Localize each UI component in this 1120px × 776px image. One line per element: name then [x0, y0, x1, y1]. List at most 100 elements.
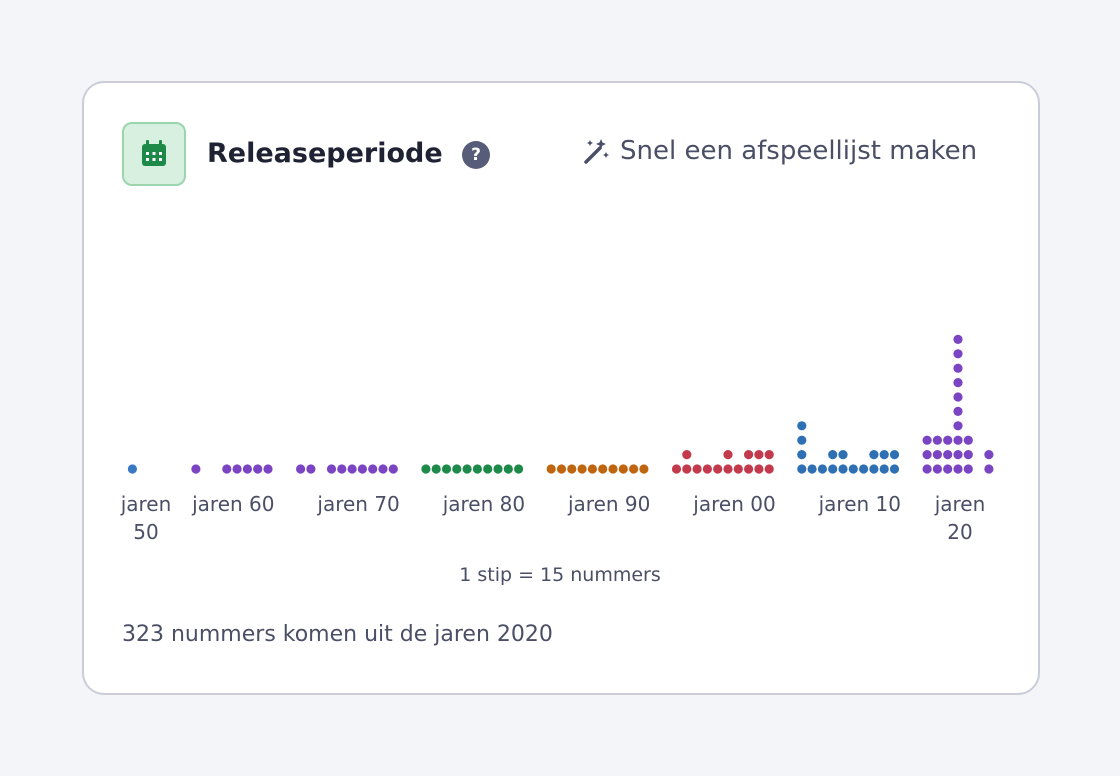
- dot: [587, 464, 598, 474]
- dot: [943, 435, 953, 445]
- wand-icon: [584, 139, 609, 164]
- dot: [337, 464, 347, 474]
- dot: [242, 464, 252, 474]
- dot: [838, 450, 848, 460]
- dot: [838, 464, 848, 474]
- dot: [869, 450, 879, 460]
- dot: [702, 464, 713, 474]
- dot: [692, 464, 702, 474]
- dot: [797, 464, 807, 474]
- x-tick-label: jaren 20: [934, 492, 986, 544]
- dot: [859, 464, 869, 474]
- dot: [953, 349, 963, 359]
- dot: [483, 464, 493, 474]
- x-tick-label: jaren 90: [567, 492, 651, 516]
- summary: 323 nummers komen uit de jaren 2020: [122, 622, 553, 647]
- dot: [546, 464, 556, 474]
- dot: [963, 450, 973, 460]
- dot: [953, 406, 963, 416]
- dot: [326, 464, 337, 474]
- dot: [817, 464, 828, 474]
- dot: [378, 464, 388, 474]
- dot: [932, 464, 943, 474]
- dot: [682, 464, 692, 474]
- dot: [723, 464, 733, 474]
- dot: [879, 450, 889, 460]
- dot: [953, 334, 963, 344]
- dot: [723, 450, 733, 460]
- card-title: Releaseperiode: [207, 138, 443, 169]
- dot: [922, 435, 932, 445]
- dot: [984, 464, 994, 474]
- dot: [421, 464, 431, 474]
- dot: [127, 464, 137, 474]
- dot: [953, 450, 963, 460]
- dot: [388, 464, 398, 474]
- dot: [922, 464, 932, 474]
- dot: [618, 464, 628, 474]
- dot: [452, 464, 462, 474]
- dot: [879, 464, 889, 474]
- dot: [556, 464, 567, 474]
- dot: [932, 435, 943, 445]
- dot: [472, 464, 482, 474]
- dot: [296, 464, 306, 474]
- dot: [462, 464, 472, 474]
- help-button[interactable]: ?: [462, 141, 490, 169]
- dot: [889, 450, 900, 460]
- dot: [493, 464, 503, 474]
- dot: [932, 450, 943, 460]
- playlist-button[interactable]: Snel een afspeellijst maken: [582, 136, 977, 166]
- dot: [889, 464, 900, 474]
- x-tick-label: jaren 80: [442, 492, 526, 516]
- dot: [639, 464, 649, 474]
- dot: [514, 464, 524, 474]
- dot: [431, 464, 441, 474]
- dot: [828, 450, 838, 460]
- dot: [807, 464, 817, 474]
- card: [82, 81, 1040, 695]
- x-tick-label: jaren 60: [192, 492, 275, 516]
- dot: [922, 450, 932, 460]
- dot: [754, 450, 764, 460]
- dot: [306, 464, 316, 474]
- dot: [263, 464, 273, 474]
- dot: [598, 464, 608, 474]
- dot: [953, 363, 963, 373]
- dot: [963, 464, 973, 474]
- dot: [848, 464, 858, 474]
- action-label: Snel een afspeellijst maken: [620, 136, 978, 166]
- x-tick-label: jaren 70: [317, 492, 400, 516]
- dot: [744, 450, 754, 460]
- dot: [744, 464, 754, 474]
- x-tick-label: jaren 50: [120, 492, 172, 544]
- dot: [963, 435, 973, 445]
- dot: [232, 464, 242, 474]
- dot-legend: 1 stip = 15 nummers: [459, 564, 661, 586]
- dot: [754, 464, 764, 474]
- dot: [797, 421, 807, 431]
- dot: [943, 450, 953, 460]
- dot: [953, 464, 963, 474]
- dot: [764, 464, 774, 474]
- dot: [671, 464, 682, 474]
- dot: [191, 464, 201, 474]
- dot: [567, 464, 577, 474]
- dot: [797, 435, 807, 445]
- dot: [943, 464, 953, 474]
- calendar-icon: [122, 122, 186, 186]
- dot: [984, 450, 994, 460]
- dot: [253, 464, 263, 474]
- dot: [828, 464, 838, 474]
- dot: [764, 450, 774, 460]
- dot: [368, 464, 378, 474]
- dot: [347, 464, 357, 474]
- dot: [953, 378, 963, 388]
- dot: [953, 421, 963, 431]
- dot: [733, 464, 743, 474]
- dot: [357, 464, 367, 474]
- dot: [441, 464, 452, 474]
- dot: [953, 435, 963, 445]
